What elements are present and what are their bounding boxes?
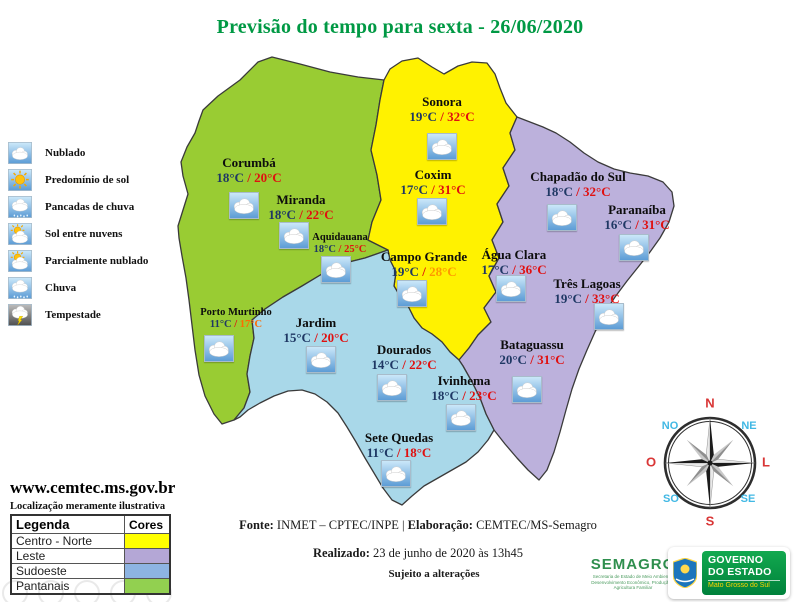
table-header-legenda: Legenda [10,514,125,534]
legend-item-parcialmente-nublado: Parcialmente nublado [7,250,149,272]
legend-label: Predomínio de sol [45,174,130,186]
region-color-swatch [124,533,171,549]
region-color-swatch [124,578,171,595]
compass-label-n: N [705,395,715,411]
region-row-pantanais: Pantanais [10,578,171,595]
page-title: Previsão do tempo para sexta - 26/06/202… [216,16,584,38]
semagro-name: SEMAGRO [590,556,676,573]
compass-label-s: S [705,513,715,529]
region-sudoeste [233,249,495,506]
legend-item-chuva: Chuva [7,277,148,299]
compass-label-ne: NE [741,420,757,432]
cemtec-url[interactable]: www.cemtec.ms.gov.br [10,478,176,497]
realizado-line: Realizado: 23 de junho de 2020 às 13h45 [118,546,718,561]
region-name: Pantanais [10,578,125,595]
compass-label-se: SE [740,493,756,505]
legend-item-sol-entre-nuvens: Sol entre nuvens [7,223,148,245]
region-row-leste: Leste [10,548,171,564]
fonte-label: Fonte: [239,518,274,532]
compass-label-so: SO [663,493,679,505]
governo-line3: Mato Grosso do Sul [708,580,780,589]
compass-label-o: O [645,454,657,470]
region-row-sudoeste: Sudoeste [10,563,171,579]
legend-item-pancadas-de-chuva: Pancadas de chuva [7,196,148,218]
semagro-logo: SEMAGRO Secretaria de Estado de Meio Amb… [583,556,683,591]
compass-label-no: NO [661,420,679,432]
compass-rose [663,416,757,510]
legend-item-nublado: Nublado [7,142,148,164]
legend-item-tempestade: Tempestade [7,304,148,326]
sun-icon [7,169,32,191]
fonte-value: INMET – CPTEC/INPE [276,518,399,532]
map-disclaimer-note: Localização meramente ilustrativa [10,501,166,512]
governo-panel: GOVERNO DO ESTADO Mato Grosso do Sul [702,551,786,595]
semagro-subtitle: Secretaria de Estado de Meio Ambiente, D… [591,574,675,591]
rain-icon [7,277,32,299]
cloudy-icon [7,142,32,164]
governo-line2: DO ESTADO [708,566,772,579]
legend-item-predominio-de-sol: Predomínio de sol [7,169,148,191]
governo-line1: GOVERNO [708,554,764,566]
compass-label-l: L [762,454,770,470]
weather-legend: Nublado Predomínio de sol Pancadas de chuv… [7,142,149,326]
region-color-swatch [124,563,171,579]
realizado-label: Realizado: [312,546,370,560]
region-row-centro-norte: Centro - Norte [10,533,171,549]
storm-icon [7,304,32,326]
realizado-value: 23 de junho de 2020 às 13h45 [373,546,524,560]
legend-label: Pancadas de chuva [45,201,135,213]
separator: | [402,518,405,532]
elaboracao-value: CEMTEC/MS-Semagro [476,518,597,532]
legend-label: Nublado [45,147,86,159]
governo-logo: GOVERNO DO ESTADO Mato Grosso do Sul [668,547,790,599]
sun-between-clouds-icon [7,223,32,245]
legend-label: Parcialmente nublado [45,255,149,267]
region-name: Sudoeste [10,563,125,579]
source-line: Fonte: INMET – CPTEC/INPE | Elaboração: … [118,518,718,533]
legend-label: Sol entre nuvens [45,228,123,240]
elaboracao-label: Elaboração: [407,518,473,532]
region-color-table: Legenda Cores Centro - Norte Leste Sudoest… [10,514,171,595]
disclaimer-line: Sujeito a alterações [388,568,480,580]
region-name: Leste [10,548,125,564]
ms-coat-of-arms-icon [668,558,702,588]
legend-label: Chuva [45,282,77,294]
region-name: Centro - Norte [10,533,125,549]
rain-showers-icon [7,196,32,218]
legend-label: Tempestade [45,309,101,321]
partly-cloudy-icon [7,250,32,272]
